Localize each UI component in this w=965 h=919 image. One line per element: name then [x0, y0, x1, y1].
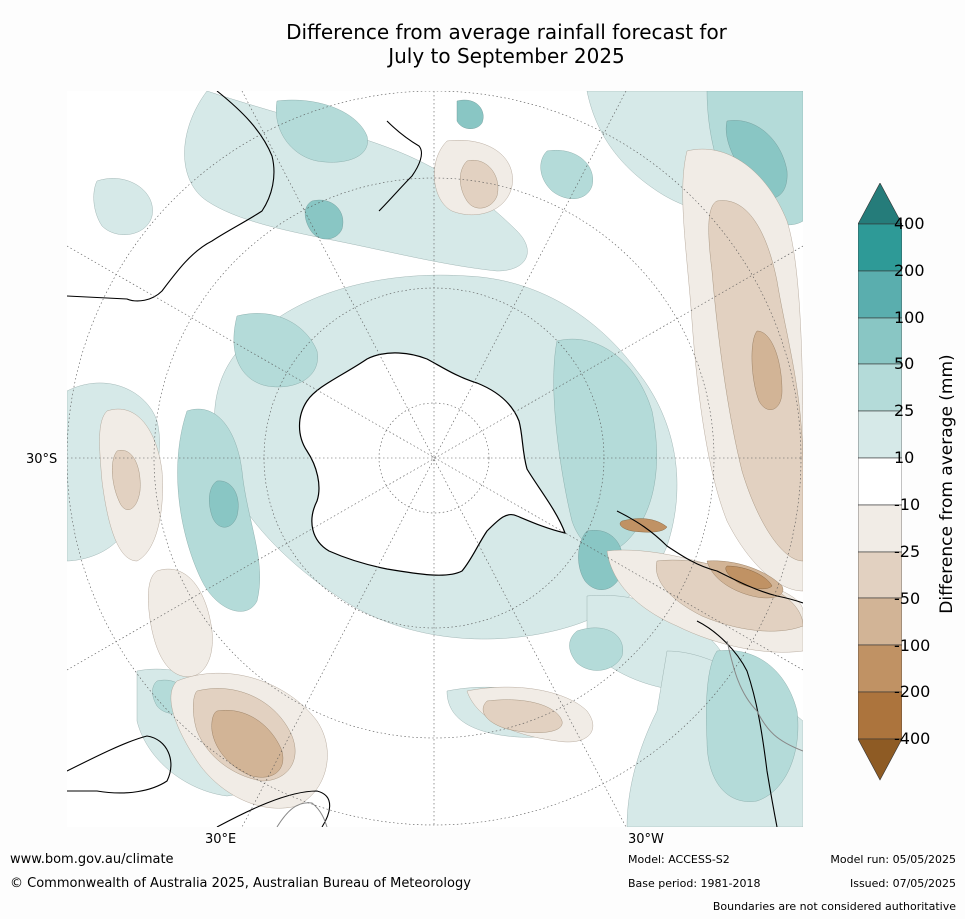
antarctica-coastline	[298, 352, 566, 576]
anomaly-minus100-200-areas	[619, 518, 773, 590]
title-line-1: Difference from average rainfall forecas…	[286, 20, 727, 44]
footer-disclaimer: Boundaries are not considered authoritat…	[712, 900, 956, 913]
colorbar-tick-label: -10	[894, 495, 921, 514]
colorbar	[857, 182, 903, 781]
colorbar-tick-label: -400	[894, 729, 931, 748]
colorbar-tick-label: 200	[894, 261, 925, 280]
colorbar-tick-label: -200	[894, 682, 931, 701]
title-line-2: July to September 2025	[388, 44, 625, 68]
colorbar-tick-label: -100	[894, 636, 931, 655]
colorbar-tick-label: 100	[894, 308, 925, 327]
colorbar-swatch-100-200	[857, 270, 903, 319]
colorbar-swatch-50-100	[857, 317, 903, 365]
colorbar-tick-label: 50	[894, 354, 915, 373]
colorbar-tick-label: -25	[894, 542, 921, 561]
colorbar-tick-label: 10	[894, 448, 915, 467]
longitude-label-30e: 30°E	[205, 832, 237, 847]
country-boundaries	[276, 640, 803, 827]
footer-model-run: Model run: 05/05/2025	[830, 853, 956, 866]
footer-copyright: © Commonwealth of Australia 2025, Austra…	[10, 876, 471, 891]
graticule	[67, 91, 803, 827]
colorbar-swatch-minus100-200	[857, 644, 903, 693]
anomaly-50-100-areas	[209, 99, 788, 590]
colorbar-title: Difference from average (mm)	[937, 354, 957, 614]
longitude-label-30w: 30°W	[628, 832, 664, 847]
colorbar-swatches	[857, 182, 903, 781]
polar-rainfall-map	[67, 91, 803, 827]
colorbar-swatch-minus10-25	[857, 504, 903, 553]
colorbar-swatch-minus25-50	[857, 551, 903, 599]
footer-url: www.bom.gov.au/climate	[10, 852, 174, 867]
map-title: Difference from average rainfall forecas…	[0, 20, 965, 68]
footer-issued: Issued: 07/05/2025	[849, 877, 956, 890]
colorbar-tick-label: 400	[894, 214, 925, 233]
footer-base-period: Base period: 1981-2018	[628, 877, 761, 890]
colorbar-swatch-10-25	[857, 410, 903, 459]
colorbar-tick-label: -50	[894, 589, 921, 608]
latitude-label-30s: 30°S	[26, 452, 58, 467]
colorbar-tick-label: 25	[894, 401, 915, 420]
map-canvas	[67, 91, 803, 827]
footer-model: Model: ACCESS-S2	[628, 853, 730, 866]
colorbar-swatch-lt400	[857, 738, 903, 781]
